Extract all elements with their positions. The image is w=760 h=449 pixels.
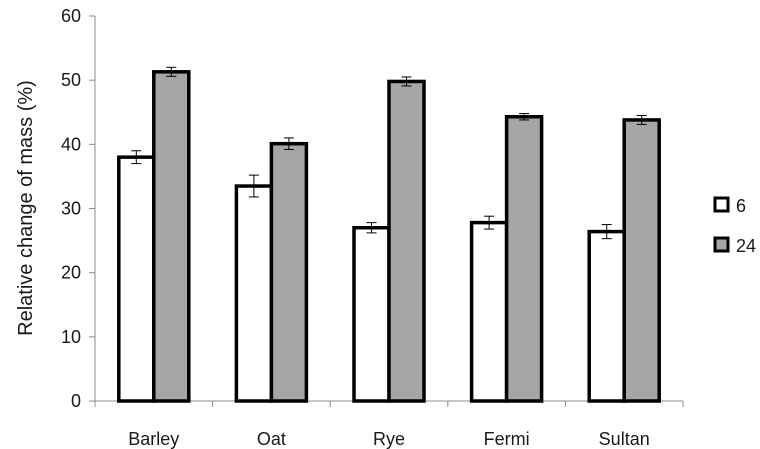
y-tick-label: 20 — [61, 263, 81, 283]
y-tick-label: 10 — [61, 327, 81, 347]
x-tick-label: Rye — [373, 429, 405, 449]
bar-6-rye — [352, 226, 391, 403]
x-axis: Barley Oat Rye Fermi Sultan — [94, 400, 684, 449]
bar-6-fermi — [469, 220, 509, 403]
y-axis: 0 10 20 30 40 50 60 — [61, 6, 96, 411]
bar-24-barley — [152, 70, 191, 403]
y-tick-label: 40 — [61, 134, 81, 154]
y-tick-label: 60 — [61, 6, 81, 26]
bars — [117, 66, 661, 403]
x-tick-label: Oat — [257, 429, 286, 449]
legend-label-6: 6 — [736, 196, 746, 216]
x-tick-label: Barley — [128, 429, 179, 449]
x-tick-label: Fermi — [484, 429, 530, 449]
bar-6-oat — [234, 184, 274, 403]
bar-24-rye — [387, 79, 426, 403]
y-tick-label: 0 — [71, 391, 81, 411]
y-tick-label: 50 — [61, 70, 81, 90]
legend-swatch-6 — [713, 196, 730, 213]
bar-6-sultan — [587, 229, 626, 403]
y-tick-label: 30 — [61, 199, 81, 219]
bar-24-sultan — [622, 118, 661, 403]
bar-6-barley — [117, 155, 156, 403]
bar-24-fermi — [504, 114, 544, 403]
bar-24-oat — [269, 141, 309, 403]
legend-swatch-24 — [713, 236, 730, 253]
y-axis-title: Relative change of mass (%) — [15, 80, 37, 336]
legend-label-24: 24 — [736, 236, 756, 256]
legend: 6 24 — [713, 196, 756, 256]
x-tick-label: Sultan — [599, 429, 650, 449]
